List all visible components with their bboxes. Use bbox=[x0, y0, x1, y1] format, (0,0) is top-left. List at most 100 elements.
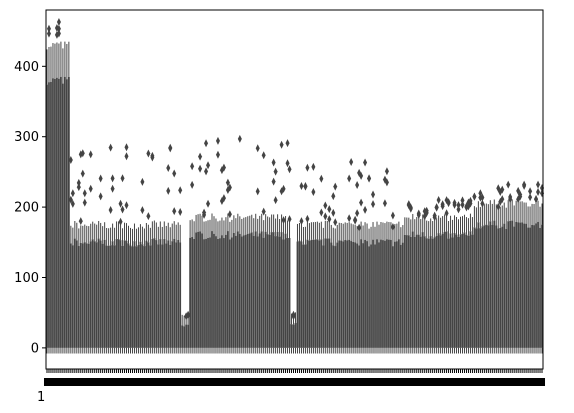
y-tick-label: 0 bbox=[31, 341, 39, 356]
box-segment bbox=[189, 134, 292, 354]
box bbox=[187, 324, 190, 348]
outlier-point bbox=[140, 206, 145, 215]
box-segment bbox=[46, 17, 70, 354]
outlier-point bbox=[140, 177, 145, 186]
box bbox=[149, 245, 152, 348]
outlier-point bbox=[221, 163, 226, 172]
outlier-point bbox=[80, 169, 85, 178]
box bbox=[352, 241, 355, 348]
box bbox=[441, 233, 444, 348]
box bbox=[103, 239, 106, 348]
box bbox=[513, 226, 516, 348]
x-axis: 1 bbox=[37, 369, 546, 405]
box bbox=[197, 231, 199, 348]
box bbox=[77, 246, 80, 348]
box bbox=[429, 236, 432, 348]
outlier-point bbox=[355, 181, 360, 190]
outlier-point bbox=[120, 205, 125, 214]
box bbox=[121, 245, 124, 348]
box bbox=[181, 325, 184, 348]
box bbox=[81, 243, 84, 348]
outlier-point bbox=[408, 204, 413, 213]
box bbox=[350, 241, 353, 348]
box bbox=[394, 241, 396, 348]
box bbox=[539, 227, 541, 348]
box bbox=[304, 244, 307, 348]
box bbox=[165, 243, 168, 348]
box bbox=[230, 237, 233, 348]
outlier-point bbox=[146, 212, 151, 221]
outlier-point bbox=[355, 209, 360, 218]
box bbox=[238, 233, 241, 348]
box bbox=[395, 241, 398, 348]
outlier-point bbox=[98, 192, 103, 201]
outlier-point bbox=[206, 199, 211, 208]
outlier-point bbox=[536, 180, 541, 189]
box bbox=[143, 246, 146, 348]
box bbox=[69, 243, 72, 348]
box bbox=[469, 231, 472, 348]
box bbox=[203, 239, 205, 348]
outlier-point bbox=[237, 134, 242, 143]
outlier-point bbox=[184, 312, 189, 321]
box bbox=[407, 235, 410, 348]
box bbox=[252, 235, 255, 348]
outlier-point bbox=[124, 152, 129, 161]
box bbox=[217, 238, 219, 348]
box bbox=[54, 78, 56, 348]
box bbox=[173, 238, 176, 348]
box bbox=[515, 221, 518, 348]
outlier-point bbox=[204, 139, 209, 148]
outlier-point bbox=[311, 188, 316, 197]
outlier-point bbox=[150, 153, 155, 162]
plot-frame bbox=[45, 9, 544, 370]
box bbox=[423, 236, 426, 348]
outlier-point bbox=[172, 169, 177, 178]
box bbox=[328, 238, 331, 348]
box bbox=[320, 239, 323, 348]
box bbox=[292, 324, 295, 348]
box bbox=[213, 233, 215, 348]
outlier-point bbox=[446, 198, 451, 207]
box bbox=[63, 76, 66, 348]
box bbox=[471, 234, 474, 348]
outlier-point bbox=[227, 183, 232, 192]
outlier-point bbox=[480, 193, 485, 202]
box bbox=[256, 236, 259, 348]
outlier-point bbox=[287, 215, 292, 224]
outlier-point bbox=[323, 201, 328, 210]
box bbox=[223, 238, 225, 348]
box bbox=[533, 225, 535, 348]
box bbox=[312, 239, 315, 348]
box-segment bbox=[403, 196, 474, 354]
outlier-point bbox=[166, 164, 171, 172]
box bbox=[463, 232, 466, 348]
outlier-point bbox=[56, 29, 61, 38]
outlier-point bbox=[118, 217, 123, 226]
box bbox=[296, 241, 299, 348]
box bbox=[382, 240, 384, 348]
outlier-point bbox=[46, 24, 51, 33]
box bbox=[390, 239, 392, 348]
box bbox=[175, 242, 178, 348]
box bbox=[93, 241, 96, 348]
box bbox=[417, 234, 420, 348]
box bbox=[266, 234, 269, 348]
outlier-point bbox=[347, 174, 352, 183]
outlier-point bbox=[357, 223, 362, 232]
box bbox=[254, 231, 257, 348]
box bbox=[461, 233, 464, 348]
outlier-point bbox=[311, 162, 316, 171]
box bbox=[435, 235, 438, 348]
box bbox=[493, 220, 496, 348]
box bbox=[517, 222, 520, 348]
outlier-point bbox=[146, 149, 151, 158]
box bbox=[97, 238, 100, 348]
box bbox=[50, 81, 52, 348]
outlier-point bbox=[367, 174, 372, 183]
box-segment bbox=[296, 158, 404, 354]
outlier-point bbox=[518, 190, 523, 199]
box bbox=[147, 242, 150, 348]
box bbox=[169, 244, 172, 348]
box bbox=[270, 232, 273, 348]
